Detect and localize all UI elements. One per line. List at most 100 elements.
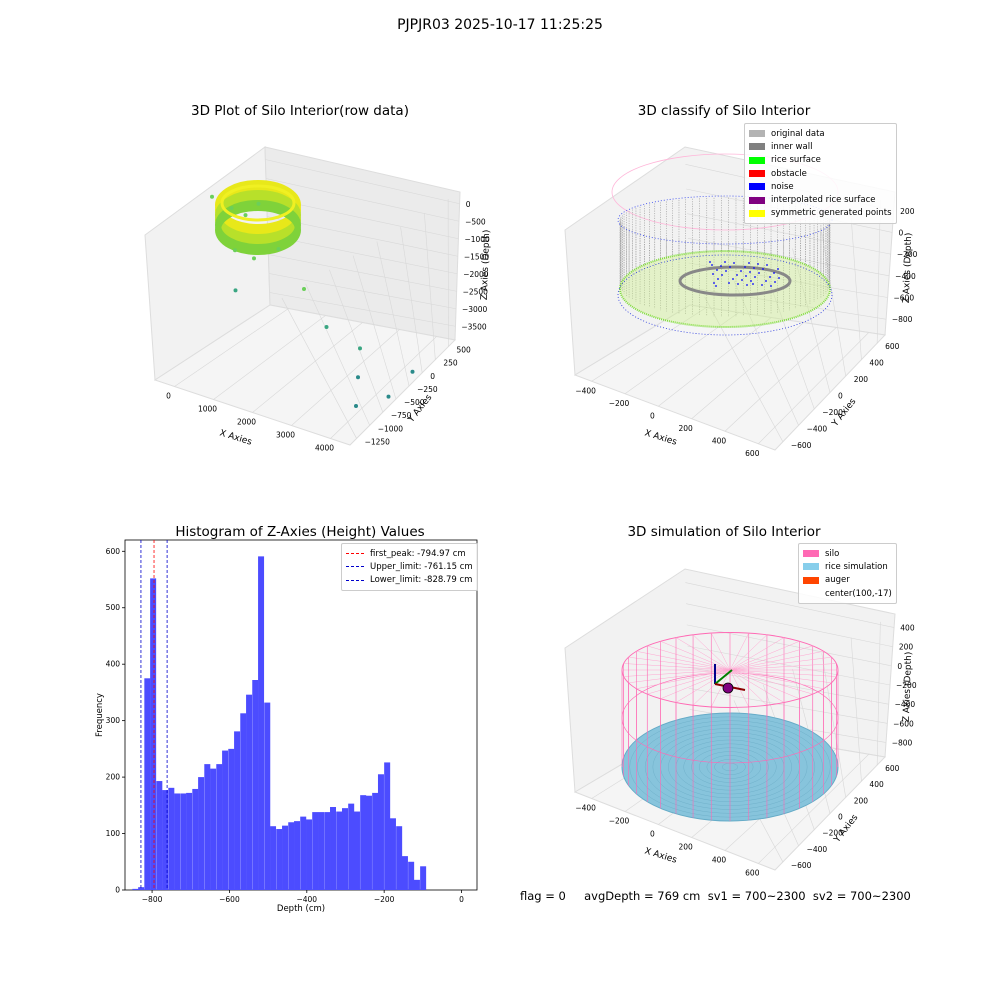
grid-line — [281, 297, 357, 439]
panel4-title: 3D simulation of Silo Interior — [627, 524, 821, 540]
raw-ring-layer — [215, 205, 301, 255]
x-tick-label: 1000 — [198, 405, 217, 414]
noise-point — [758, 272, 760, 274]
histogram-bar — [192, 788, 199, 890]
grid-line — [265, 159, 460, 205]
grid-line — [174, 308, 289, 387]
x-tick-label: 0 — [459, 895, 464, 904]
y-tick-label: 600 — [885, 342, 900, 351]
y-tick-label: 100 — [106, 829, 121, 838]
grid-line — [265, 178, 460, 222]
z-tick-label: −1500 — [464, 252, 490, 261]
noise-point — [729, 266, 731, 268]
histogram-bar — [174, 793, 181, 890]
legend-swatch — [803, 563, 819, 571]
y-tick-label: −200 — [822, 829, 843, 838]
y-tick-label: 200 — [854, 796, 869, 805]
histogram-bar — [342, 808, 348, 890]
histogram-bar — [396, 826, 403, 890]
x-tick-label: 0 — [166, 392, 171, 401]
histogram-bar — [150, 578, 157, 890]
x-tick-label: 0 — [650, 411, 655, 420]
histogram-bar — [252, 680, 259, 890]
y-tick-label: −600 — [791, 441, 812, 450]
y-tick-label: 250 — [443, 359, 458, 368]
x-tick-label: 2000 — [237, 418, 256, 427]
y-tick-label: 500 — [106, 603, 121, 612]
noise-point — [752, 283, 754, 285]
histogram-bar — [168, 787, 175, 890]
legend-swatch — [749, 170, 765, 178]
raw-ring-top — [220, 184, 296, 222]
y-tick-label: 0 — [838, 813, 843, 822]
noise-point — [746, 284, 748, 286]
silo-top-spoke — [729, 669, 832, 684]
grid-line — [762, 264, 815, 410]
noise-point — [709, 261, 711, 263]
noise-point — [748, 262, 750, 264]
z-axis-label: Z Axies (Depth) — [902, 652, 914, 723]
noise-point — [745, 275, 747, 277]
histogram-bar — [132, 888, 139, 890]
classify-legend: original data inner wall rice surface ob… — [744, 123, 897, 225]
histogram-bar — [138, 887, 145, 890]
noise-point — [712, 273, 714, 275]
grid-line — [792, 248, 831, 393]
x-axis-label: X Axies — [218, 428, 253, 447]
silo-top-spoke — [623, 669, 731, 677]
panel3-title: Histogram of Z-Axies (Height) Values — [175, 524, 425, 540]
grid-line — [213, 315, 326, 400]
z-tick-label: 0 — [466, 200, 471, 209]
grid-line — [376, 241, 410, 387]
grid-line — [821, 653, 847, 798]
noise-point — [716, 269, 718, 271]
y-tick-label: 200 — [854, 375, 869, 384]
raw-data-point — [252, 256, 256, 261]
silo-top-spoke — [729, 669, 785, 703]
silo-top-spoke — [660, 669, 731, 699]
histogram-bar — [264, 702, 271, 890]
grid-line — [269, 292, 456, 327]
noise-point — [770, 285, 772, 287]
z-tick-label: −3000 — [462, 305, 488, 314]
raw-data-point — [210, 194, 214, 199]
legend-swatch — [749, 130, 765, 138]
histogram-bar — [294, 821, 301, 890]
grid-line — [591, 307, 707, 382]
noise-point — [720, 265, 722, 267]
x-tick-label: 200 — [679, 424, 694, 433]
x-tick-label: 0 — [650, 830, 655, 839]
y-tick-label: 400 — [106, 660, 121, 669]
histogram-bar — [234, 731, 241, 890]
noise-point — [750, 280, 752, 282]
grid-line — [268, 254, 457, 292]
grid-line — [687, 238, 890, 277]
z-tick-label: −2500 — [463, 287, 489, 296]
tick-labels: −400−20002004006006004002000−200−400−600… — [575, 207, 917, 458]
x-tick-label: 200 — [679, 843, 694, 852]
x-tick-label: −200 — [609, 399, 630, 408]
silo-top-spoke — [729, 632, 749, 671]
z-tick-label: 200 — [899, 643, 914, 652]
y-tick-label: −1000 — [378, 424, 404, 433]
legend-line — [346, 566, 364, 568]
noise-point — [753, 267, 755, 269]
histogram-bar — [365, 795, 372, 890]
noise-bottom-ring — [617, 254, 833, 336]
histogram-bar — [180, 793, 187, 890]
raw-data-point — [410, 369, 415, 374]
y-tick-label: 600 — [106, 547, 121, 556]
noise-point — [765, 280, 767, 282]
y-tick-label: 0 — [838, 392, 843, 401]
silo-top-spoke — [729, 645, 813, 671]
z-tick-label: −400 — [895, 700, 916, 709]
raw-data-point — [358, 346, 362, 351]
noise-point — [749, 271, 751, 273]
histogram-bar — [204, 764, 211, 890]
noise-point — [737, 283, 739, 285]
histogram-bar — [144, 678, 151, 890]
x-axis-label: X Axies — [643, 428, 678, 447]
grid-line — [269, 273, 456, 310]
y-tick-label: 400 — [869, 359, 884, 368]
raw-data-point — [256, 201, 261, 206]
